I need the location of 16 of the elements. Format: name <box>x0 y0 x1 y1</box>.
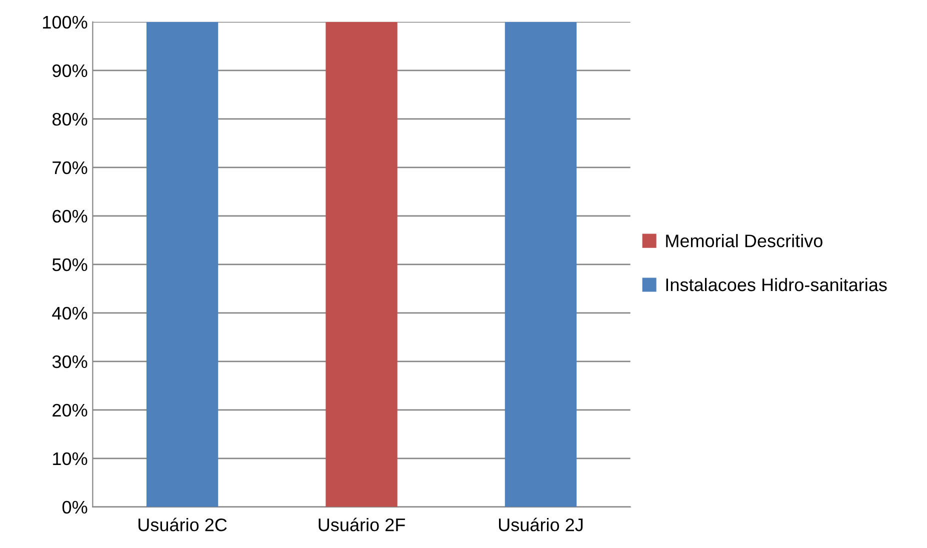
y-tick-label: 80% <box>52 112 88 126</box>
y-tick-label: 10% <box>53 452 88 466</box>
legend-label: Instalacoes Hidro-sanitarias <box>666 278 887 292</box>
x-tick-label: Usuário 2C <box>138 518 227 532</box>
y-tick-label: 50% <box>52 258 88 272</box>
x-tick-label: Usuário 2J <box>498 518 583 532</box>
legend-label: Memorial Descritivo <box>666 234 822 248</box>
x-tick-label: Usuário 2F <box>318 518 405 532</box>
y-tick-label: 70% <box>52 161 88 174</box>
y-tick-label: 90% <box>52 64 88 78</box>
y-tick-label: 40% <box>52 306 88 320</box>
y-tick-label: 0% <box>62 500 88 514</box>
y-tick-label: 100% <box>43 16 88 29</box>
y-tick-label: 20% <box>52 404 88 417</box>
y-tick-label: 60% <box>52 210 88 223</box>
y-tick-label: 30% <box>52 355 88 368</box>
